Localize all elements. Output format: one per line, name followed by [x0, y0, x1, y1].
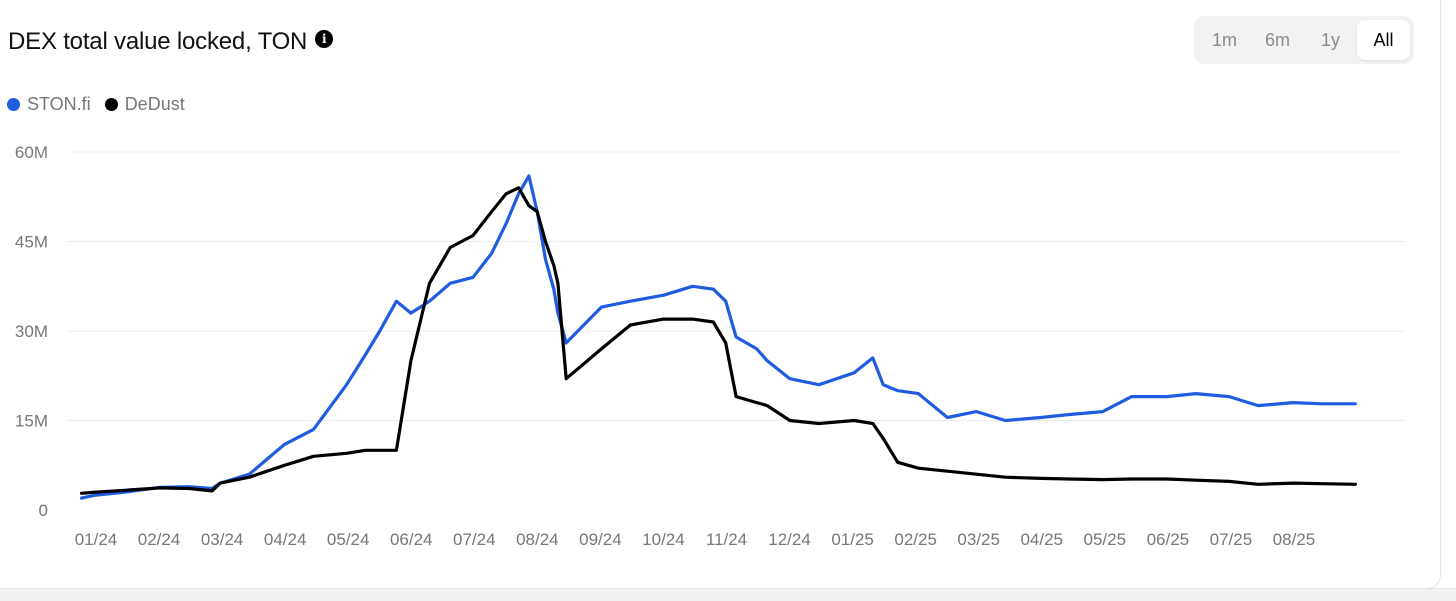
x-tick-label: 06/25: [1147, 530, 1190, 549]
series-line-dedust: [79, 186, 1357, 495]
y-tick-label: 30M: [15, 322, 48, 341]
info-icon[interactable]: i: [315, 30, 334, 48]
chart-legend: STON.fi DeDust: [7, 94, 185, 115]
x-tick-label: 08/24: [516, 530, 559, 549]
x-tick-label: 09/24: [579, 530, 622, 549]
range-button-6m[interactable]: 6m: [1264, 29, 1290, 50]
y-tick-label: 60M: [15, 143, 48, 162]
x-tick-label: 03/24: [201, 530, 244, 549]
x-tick-label: 02/24: [138, 530, 181, 549]
y-tick-label: 0: [39, 501, 48, 520]
x-tick-label: 06/24: [390, 530, 433, 549]
range-button-all[interactable]: All: [1357, 20, 1410, 60]
legend-item-ston[interactable]: STON.fi: [7, 94, 91, 115]
y-tick-label: 15M: [15, 412, 48, 431]
x-tick-label: 08/25: [1273, 530, 1316, 549]
chart-title: DEX total value locked, TON i: [8, 28, 334, 56]
x-tick-label: 03/25: [957, 530, 1000, 549]
range-button-1m[interactable]: 1m: [1211, 29, 1237, 50]
x-tick-label: 02/25: [894, 530, 937, 549]
x-tick-label: 10/24: [642, 530, 685, 549]
legend-dot-ston: [7, 98, 20, 111]
legend-label-ston: STON.fi: [27, 94, 91, 114]
x-tick-label: 04/25: [1020, 530, 1063, 549]
range-button-1y[interactable]: 1y: [1320, 29, 1340, 50]
x-tick-label: 04/24: [264, 530, 307, 549]
chart-title-text: DEX total value locked, TON: [8, 28, 308, 55]
time-range-selector: 1m 6m 1y All: [1194, 16, 1414, 64]
page-footer-strip: [0, 588, 1456, 601]
x-tick-label: 01/24: [75, 530, 118, 549]
legend-item-dedust[interactable]: DeDust: [104, 94, 185, 115]
x-tick-label: 07/24: [453, 530, 496, 549]
series-line-ston: [79, 174, 1357, 500]
x-tick-label: 11/24: [706, 530, 747, 549]
x-tick-label: 07/25: [1210, 530, 1253, 549]
x-tick-label: 12/24: [768, 530, 811, 549]
y-tick-label: 45M: [15, 233, 48, 252]
x-tick-label: 05/25: [1084, 530, 1127, 549]
x-tick-label: 01/25: [831, 530, 874, 549]
legend-dot-dedust: [104, 98, 118, 111]
legend-label-dedust: DeDust: [124, 94, 185, 114]
x-tick-label: 05/24: [327, 530, 370, 549]
